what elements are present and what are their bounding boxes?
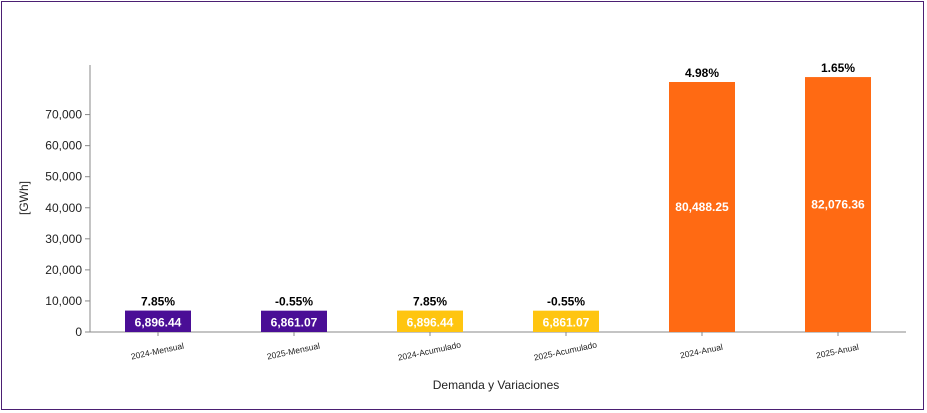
x-axis-title: Demanda y Variaciones [433,378,560,392]
y-tick-label: 20,000 [45,263,82,277]
category-label: 2024-Acumulado [397,339,462,362]
y-tick-label: 30,000 [45,232,82,246]
bar-value-label: 6,896.44 [135,315,182,329]
bar-value-label: 80,488.25 [675,200,729,214]
category-label: 2025-Acumulado [533,339,598,362]
bar [533,310,599,332]
category-label: 2024-Anual [679,342,724,361]
y-tick-label: 50,000 [45,170,82,184]
y-ticks: 0 10,000 20,000 30,000 40,000 50,000 60,000 70,… [45,108,90,339]
y-tick-label: 70,000 [45,108,82,122]
bar [125,310,191,332]
category-label: 2025-Mensual [266,341,321,362]
category-label: 2024-Mensual [130,341,185,362]
bar-value-label: 6,861.07 [271,315,318,329]
bar [805,77,871,332]
bars: 6,896.44 7.85% 6,861.07 -0.55% 6,896.44 7.85%… [125,61,871,332]
y-tick-label: 40,000 [45,201,82,215]
y-axis-title: [GWh] [17,181,31,215]
bar-value-label: 6,861.07 [543,315,590,329]
variation-label: 4.98% [685,66,719,80]
variation-label: 7.85% [141,295,175,309]
bar [397,310,463,332]
variation-label: -0.55% [547,295,585,309]
bar-value-label: 82,076.36 [811,198,865,212]
category-label: 2025-Anual [815,342,860,361]
y-tick-label: 10,000 [45,294,82,308]
bar-value-label: 6,896.44 [407,315,454,329]
y-tick-label: 0 [75,325,82,339]
category-labels: 2024-Mensual 2025-Mensual 2024-Acumulado 20… [130,332,860,363]
variation-label: 1.65% [821,61,855,75]
bar [261,310,327,332]
variation-label: -0.55% [275,295,313,309]
variation-label: 7.85% [413,295,447,309]
bar [669,82,735,332]
y-tick-label: 60,000 [45,139,82,153]
